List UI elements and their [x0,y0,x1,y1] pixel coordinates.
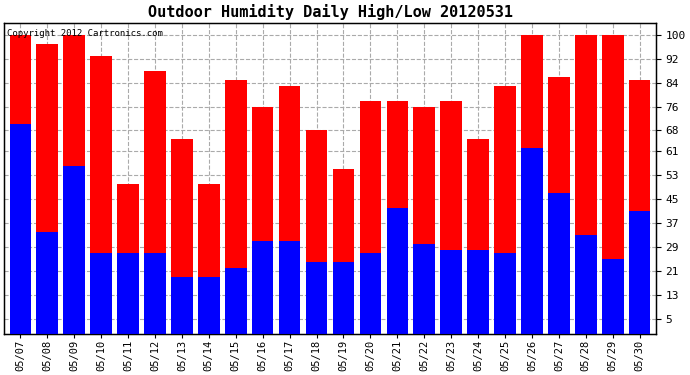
Title: Outdoor Humidity Daily High/Low 20120531: Outdoor Humidity Daily High/Low 20120531 [148,4,513,20]
Bar [171,140,193,334]
Bar [10,124,31,334]
Bar [629,80,651,334]
Bar [413,244,435,334]
Bar [575,35,597,334]
Bar [602,259,624,334]
Bar [37,232,58,334]
Bar [440,250,462,334]
Bar [306,262,327,334]
Bar [10,35,31,334]
Bar [386,208,408,334]
Bar [440,100,462,334]
Bar [359,253,381,334]
Bar [225,80,246,334]
Bar [602,35,624,334]
Bar [386,100,408,334]
Bar [144,253,166,334]
Bar [117,184,139,334]
Bar [117,253,139,334]
Bar [144,70,166,334]
Bar [37,44,58,334]
Bar [90,253,112,334]
Bar [279,86,300,334]
Bar [63,35,85,334]
Bar [252,241,273,334]
Bar [359,100,381,334]
Text: Copyright 2012 Cartronics.com: Copyright 2012 Cartronics.com [8,29,164,38]
Bar [548,76,570,334]
Bar [548,194,570,334]
Bar [467,250,489,334]
Bar [494,253,516,334]
Bar [252,106,273,334]
Bar [198,184,219,334]
Bar [333,170,354,334]
Bar [63,166,85,334]
Bar [521,148,543,334]
Bar [629,211,651,334]
Bar [413,106,435,334]
Bar [333,262,354,334]
Bar [306,130,327,334]
Bar [90,56,112,334]
Bar [521,35,543,334]
Bar [575,235,597,334]
Bar [467,140,489,334]
Bar [494,86,516,334]
Bar [225,268,246,334]
Bar [198,277,219,334]
Bar [171,277,193,334]
Bar [279,241,300,334]
